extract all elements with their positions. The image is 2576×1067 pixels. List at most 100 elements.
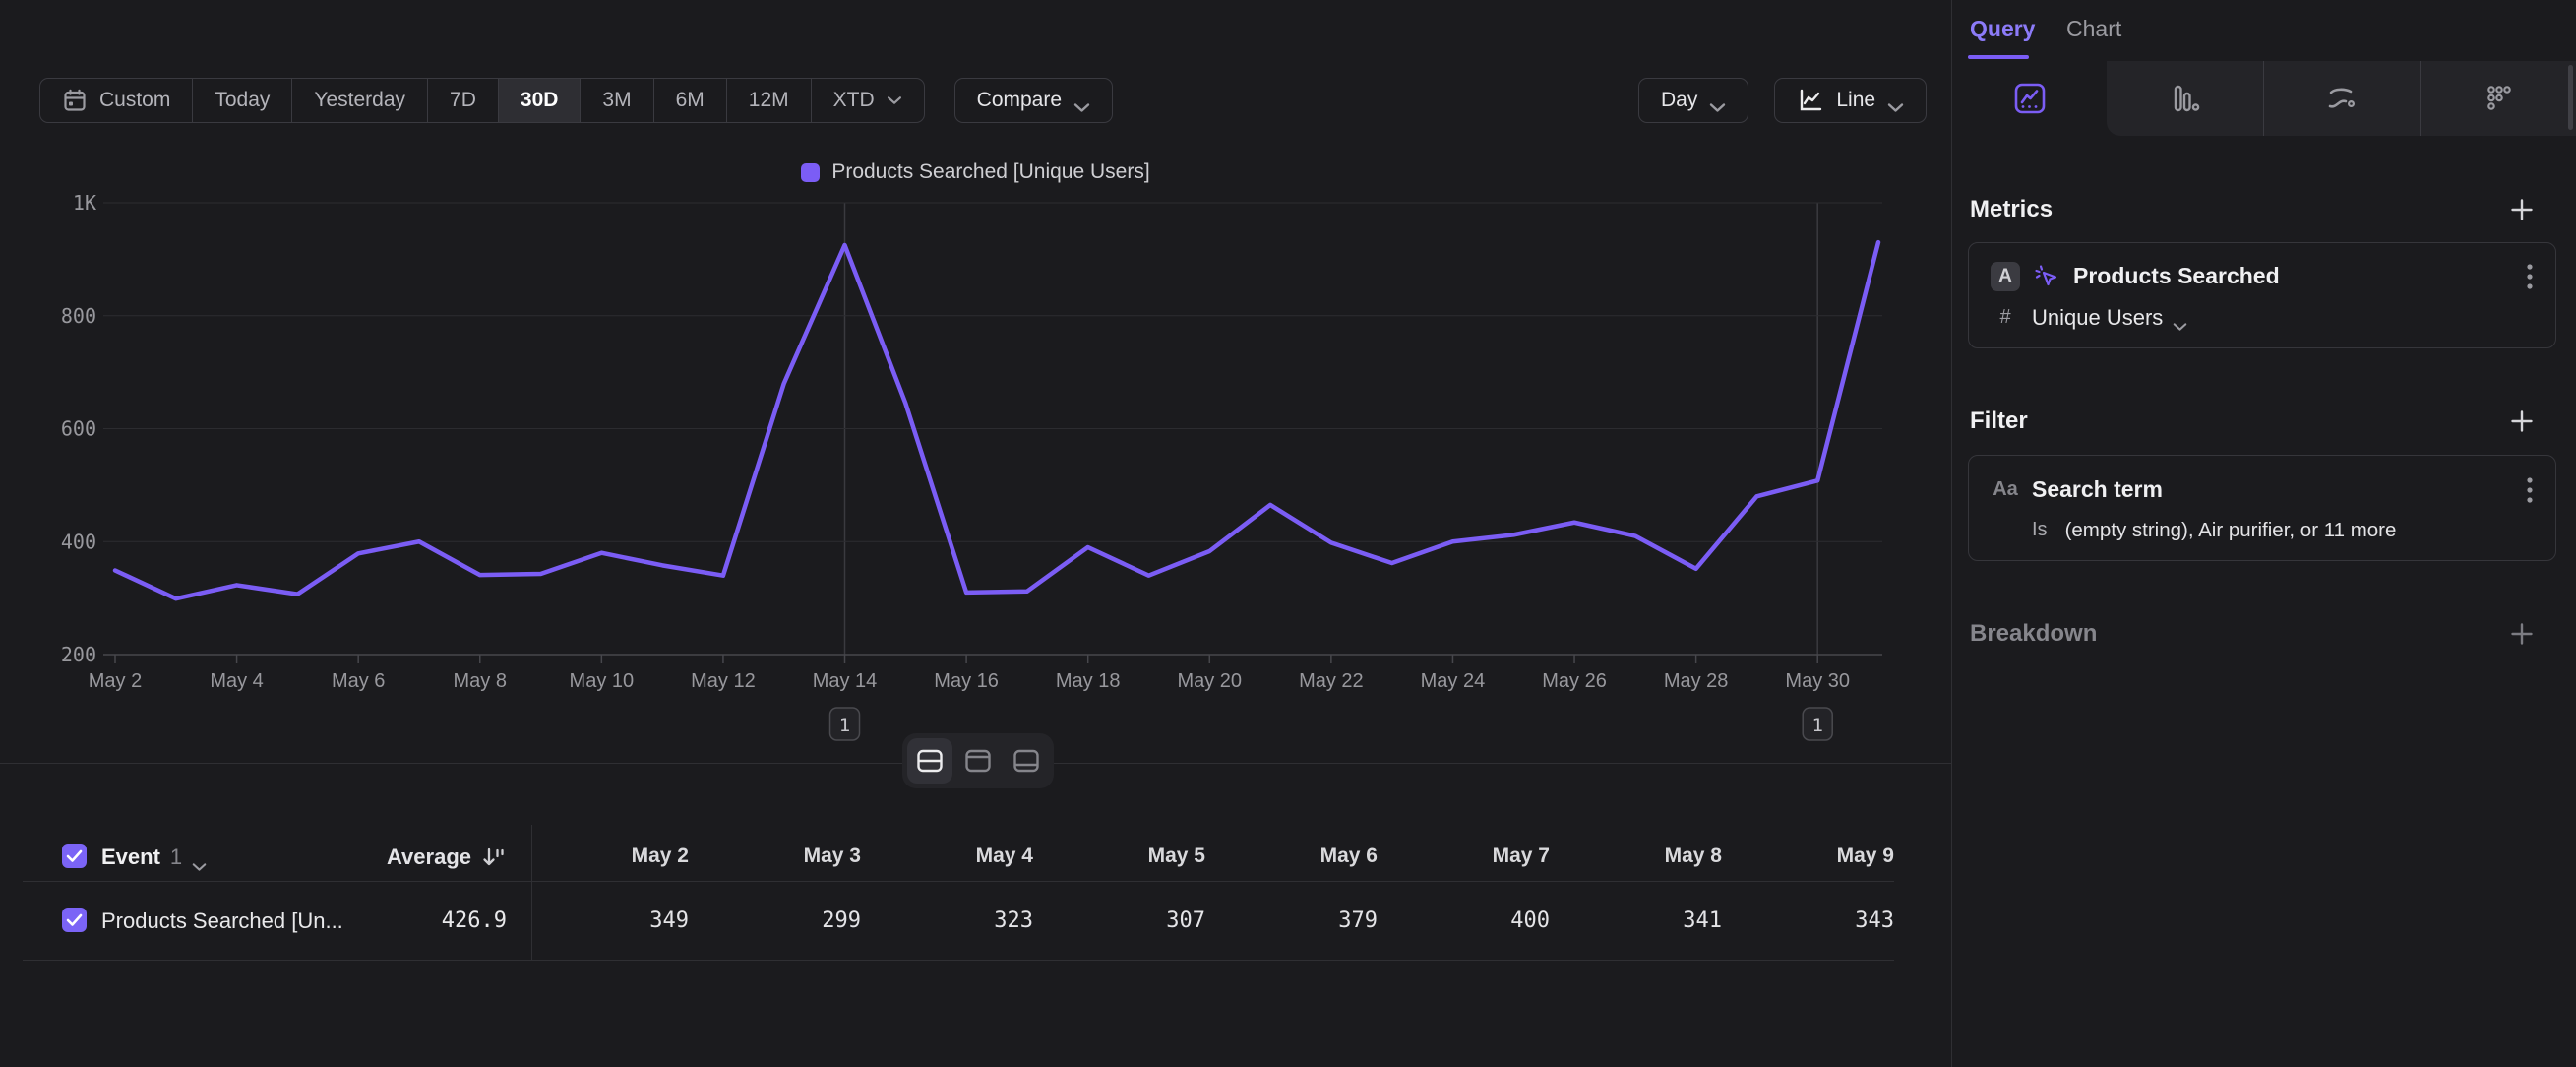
table-only-view-button[interactable]	[1004, 738, 1049, 784]
x-tick-label: May 28	[1664, 670, 1729, 692]
column-header-may-4[interactable]: May 4	[861, 845, 1033, 868]
row-checkbox[interactable]	[62, 908, 87, 932]
x-tick-label: May 30	[1785, 670, 1850, 692]
date-range-3m[interactable]: 3M	[581, 79, 653, 122]
table-only-view-icon	[1012, 746, 1041, 776]
metric-kebab-menu[interactable]	[2526, 261, 2534, 292]
event-select-all-checkbox[interactable]	[62, 844, 87, 868]
column-header-may-5[interactable]: May 5	[1033, 845, 1205, 868]
active-tab-underline	[1968, 55, 2029, 59]
filter-card[interactable]: Aa Search term Is (empty string), Air pu…	[1968, 455, 2556, 561]
event-cursor-icon	[2032, 262, 2061, 291]
chart-type-button[interactable]: Line	[1774, 78, 1927, 123]
chevron-down-icon	[1709, 95, 1726, 106]
y-tick-label: 200	[61, 643, 96, 666]
date-range-label: 6M	[676, 89, 705, 112]
x-tick-label: May 18	[1056, 670, 1121, 692]
y-tick-label: 1K	[73, 192, 96, 215]
add-filter-button[interactable]	[2505, 405, 2539, 438]
x-tick-label: May 14	[813, 670, 878, 692]
add-metric-button[interactable]	[2505, 193, 2539, 226]
report-type-funnels[interactable]	[2107, 61, 2263, 136]
y-tick-label: 800	[61, 304, 96, 328]
column-header-may-7[interactable]: May 7	[1378, 845, 1550, 868]
add-breakdown-button[interactable]	[2505, 617, 2539, 651]
filter-card-row-condition: Is (empty string), Air purifier, or 11 m…	[1991, 519, 2534, 542]
report-type-retention[interactable]	[2420, 61, 2576, 136]
y-tick-label: 400	[61, 530, 96, 553]
panel-divider	[1951, 0, 1952, 1067]
column-header-may-9[interactable]: May 9	[1722, 845, 1894, 868]
line-chart-icon	[1797, 87, 1824, 114]
filter-value[interactable]: (empty string), Air purifier, or 11 more	[2065, 519, 2397, 542]
granularity-label: Day	[1661, 89, 1697, 112]
column-header-may-2[interactable]: May 2	[517, 845, 689, 868]
metric-card[interactable]: A Products Searched # Unique Users	[1968, 242, 2556, 348]
metric-card-row-event: A Products Searched	[1991, 261, 2534, 292]
chart-only-view-icon	[963, 746, 993, 776]
date-range-custom[interactable]: Custom	[40, 79, 193, 122]
tab-query[interactable]: Query	[1970, 16, 2035, 42]
tab-chart[interactable]: Chart	[2066, 16, 2121, 42]
date-range-yesterday[interactable]: Yesterday	[292, 79, 428, 122]
date-range-today[interactable]: Today	[193, 79, 292, 122]
compare-label: Compare	[977, 89, 1062, 112]
cell-value: 341	[1550, 909, 1722, 933]
report-type-flows[interactable]	[2263, 61, 2420, 136]
filter-card-row-property: Aa Search term	[1991, 474, 2534, 506]
aggregation-selector[interactable]: Unique Users	[2032, 305, 2189, 331]
line-chart[interactable]: 2004006008001KMay 2May 4May 6May 8May 10…	[39, 192, 1889, 763]
chart-type-label: Line	[1836, 89, 1875, 112]
sort-icon	[481, 845, 507, 870]
column-header-may-6[interactable]: May 6	[1205, 845, 1378, 868]
granularity-button[interactable]: Day	[1638, 78, 1748, 123]
cell-value: 379	[1205, 909, 1378, 933]
panel-scrollbar[interactable]	[2568, 65, 2573, 130]
metric-name[interactable]: Products Searched	[2073, 263, 2280, 289]
cell-value: 400	[1378, 909, 1550, 933]
filter-kebab-menu[interactable]	[2526, 474, 2534, 506]
x-tick-label: May 22	[1299, 670, 1364, 692]
metrics-heading: Metrics	[1970, 196, 2053, 223]
filter-heading: Filter	[1970, 408, 2028, 435]
plus-icon	[2509, 197, 2535, 222]
column-header-may-3[interactable]: May 3	[689, 845, 861, 868]
filter-property-name[interactable]: Search term	[2032, 476, 2163, 503]
cell-value: 343	[1722, 909, 1894, 933]
compare-button[interactable]: Compare	[954, 78, 1113, 123]
analytics-app: Custom Today Yesterday 7D30D3M 6M 12MXTD Comp…	[0, 0, 2576, 1067]
table-header-border	[23, 881, 1894, 882]
column-header-may-8[interactable]: May 8	[1550, 845, 1722, 868]
date-range-label: Today	[215, 89, 270, 112]
series-line[interactable]	[115, 242, 1878, 598]
insights-icon	[2012, 81, 2048, 116]
kebab-icon	[2526, 261, 2534, 292]
plus-icon	[2509, 408, 2535, 434]
report-type-insights[interactable]	[1952, 61, 2107, 136]
date-range-7d[interactable]: 7D	[428, 79, 499, 122]
x-tick-label: May 2	[89, 670, 142, 692]
average-label: Average	[387, 845, 471, 870]
chevron-down-icon	[2173, 312, 2189, 323]
x-tick-label: May 4	[210, 670, 263, 692]
filter-operator[interactable]: Is	[2032, 519, 2048, 541]
average-column-header[interactable]: Average	[295, 845, 507, 870]
x-tick-label: May 26	[1542, 670, 1607, 692]
event-header[interactable]: Event 1	[101, 845, 209, 870]
plus-icon	[2509, 621, 2535, 647]
date-range-30d[interactable]: 30D	[499, 79, 582, 122]
date-range-label: Yesterday	[314, 89, 405, 112]
x-tick-label: May 10	[570, 670, 635, 692]
date-range-xtd[interactable]: XTD	[812, 79, 924, 122]
calendar-icon	[62, 88, 88, 113]
date-range-6m[interactable]: 6M	[654, 79, 727, 122]
split-view-button[interactable]	[907, 738, 952, 784]
event-count: 1	[170, 845, 182, 870]
chart-only-view-button[interactable]	[955, 738, 1001, 784]
chart-legend: Products Searched [Unique Users]	[0, 160, 1951, 184]
date-range-12m[interactable]: 12M	[727, 79, 812, 122]
x-tick-label: May 16	[934, 670, 999, 692]
kebab-icon	[2526, 474, 2534, 506]
metric-card-row-aggregation: # Unique Users	[1991, 305, 2534, 331]
aggregation-prefix: #	[1991, 306, 2020, 329]
